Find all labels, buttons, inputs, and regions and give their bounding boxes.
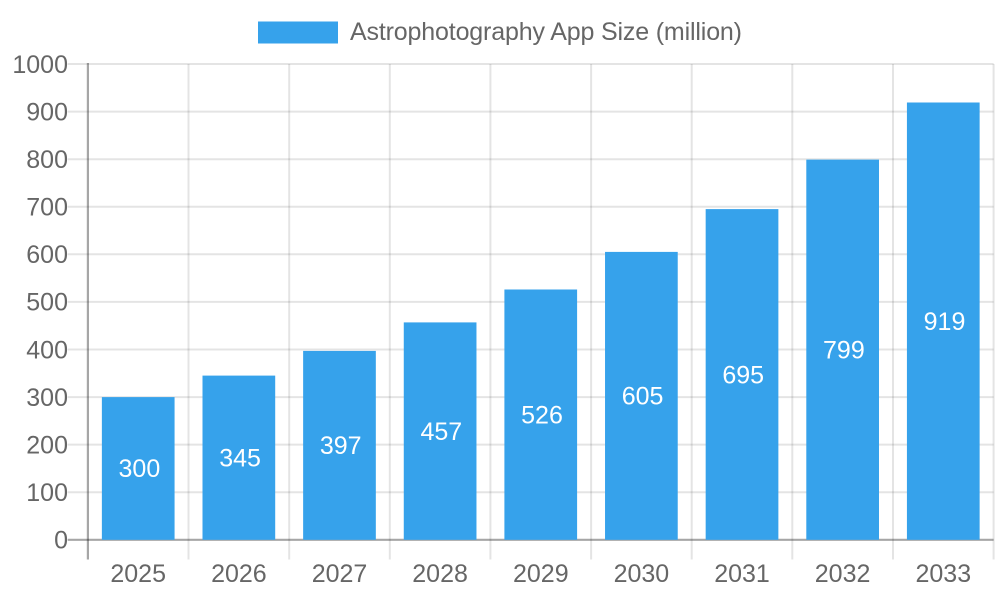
svg-text:200: 200 bbox=[26, 431, 68, 459]
svg-text:919: 919 bbox=[924, 308, 966, 336]
svg-text:100: 100 bbox=[26, 479, 68, 507]
svg-text:900: 900 bbox=[26, 98, 68, 126]
svg-text:2025: 2025 bbox=[110, 560, 166, 588]
svg-text:605: 605 bbox=[622, 383, 664, 411]
svg-text:2029: 2029 bbox=[513, 560, 569, 588]
svg-text:799: 799 bbox=[823, 337, 865, 365]
svg-text:457: 457 bbox=[420, 418, 462, 446]
svg-text:700: 700 bbox=[26, 194, 68, 222]
svg-text:Astrophotography App Size (mil: Astrophotography App Size (million) bbox=[350, 18, 742, 46]
svg-text:2026: 2026 bbox=[211, 560, 267, 588]
svg-text:500: 500 bbox=[26, 289, 68, 317]
svg-text:397: 397 bbox=[320, 432, 362, 460]
svg-text:0: 0 bbox=[54, 527, 68, 555]
svg-text:526: 526 bbox=[521, 402, 563, 430]
svg-text:1000: 1000 bbox=[12, 51, 68, 79]
svg-text:400: 400 bbox=[26, 336, 68, 364]
svg-text:2031: 2031 bbox=[714, 560, 770, 588]
svg-text:2030: 2030 bbox=[614, 560, 670, 588]
svg-text:300: 300 bbox=[26, 384, 68, 412]
svg-text:345: 345 bbox=[219, 445, 261, 473]
svg-text:2027: 2027 bbox=[312, 560, 368, 588]
svg-text:2033: 2033 bbox=[915, 560, 971, 588]
svg-text:600: 600 bbox=[26, 241, 68, 269]
svg-text:2028: 2028 bbox=[412, 560, 468, 588]
svg-text:300: 300 bbox=[119, 455, 161, 483]
svg-text:2032: 2032 bbox=[815, 560, 871, 588]
svg-text:800: 800 bbox=[26, 146, 68, 174]
svg-text:695: 695 bbox=[722, 361, 764, 389]
